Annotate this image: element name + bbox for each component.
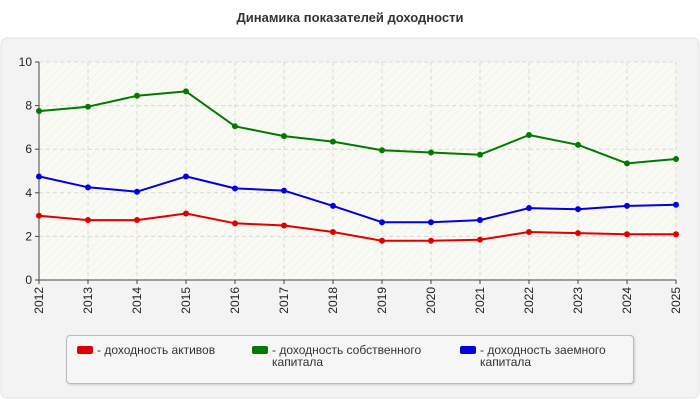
data-point	[183, 210, 189, 217]
data-point	[330, 138, 336, 145]
x-tick-label: 2014	[130, 287, 144, 314]
x-tick-label: 2017	[277, 287, 291, 314]
x-tick-label: 2021	[473, 287, 487, 314]
x-tick-label: 2019	[375, 287, 389, 314]
data-point	[477, 217, 483, 224]
series-line-2	[38, 175, 677, 224]
data-point	[85, 103, 91, 110]
y-tick-label: 0	[25, 273, 32, 287]
y-tick-label: 8	[25, 99, 32, 113]
legend-label-assets: - доходность активов	[97, 343, 216, 357]
data-point	[36, 173, 42, 180]
data-point	[624, 160, 630, 167]
legend-swatch-equity	[252, 346, 268, 354]
y-tick-label: 6	[25, 142, 32, 156]
data-point	[428, 149, 434, 156]
x-tick-label: 2024	[620, 287, 634, 314]
data-point	[183, 88, 189, 95]
y-tick-label: 4	[25, 186, 32, 200]
data-point	[673, 231, 679, 238]
data-point	[134, 188, 140, 195]
data-point	[330, 202, 336, 209]
data-point	[36, 108, 42, 115]
data-point	[379, 219, 385, 226]
data-point	[624, 202, 630, 209]
data-point	[134, 217, 140, 224]
data-point	[232, 185, 238, 192]
legend-item-borrowed: - доходность заемного капитала	[460, 344, 625, 368]
data-point	[477, 151, 483, 158]
x-tick-label: 2023	[571, 287, 585, 314]
data-point	[379, 147, 385, 154]
data-point	[428, 237, 434, 244]
data-point	[624, 231, 630, 238]
y-tick-label: 2	[25, 229, 32, 243]
series-line-0	[38, 212, 676, 242]
data-point	[36, 212, 42, 219]
data-point	[526, 132, 532, 139]
data-point	[232, 123, 238, 130]
data-point	[575, 230, 581, 237]
data-point	[526, 205, 532, 212]
data-point	[673, 201, 679, 208]
x-tick-label: 2022	[522, 287, 536, 314]
x-tick-label: 2016	[228, 287, 242, 314]
data-point	[477, 236, 483, 243]
data-point	[673, 156, 679, 163]
plot-area	[39, 62, 676, 280]
series-line-1	[38, 90, 677, 165]
chart-legend: - доходность активов - доходность собств…	[66, 335, 634, 384]
chart-title: Динамика показателей доходности	[236, 10, 464, 25]
legend-item-equity: - доходность собственного капитала	[252, 344, 452, 368]
data-point	[232, 220, 238, 227]
x-tick-label: 2018	[326, 287, 340, 314]
data-point	[575, 141, 581, 148]
x-tick-label: 2020	[424, 287, 438, 314]
data-point	[281, 133, 287, 140]
data-point	[526, 229, 532, 236]
x-tick-label: 2015	[179, 287, 193, 314]
y-tick-label: 10	[19, 55, 33, 69]
legend-label-equity: - доходность собственного капитала	[272, 343, 422, 369]
data-point	[134, 92, 140, 99]
x-tick-label: 2013	[81, 287, 95, 314]
legend-swatch-assets	[77, 346, 93, 354]
legend-swatch-borrowed	[460, 346, 476, 354]
data-point	[428, 219, 434, 226]
x-tick-label: 2025	[669, 287, 683, 314]
data-point	[281, 187, 287, 194]
data-point	[575, 206, 581, 213]
data-point	[379, 237, 385, 244]
data-point	[85, 217, 91, 224]
data-point	[330, 229, 336, 236]
x-tick-label: 2012	[32, 287, 46, 314]
legend-label-borrowed: - доходность заемного капитала	[480, 343, 606, 369]
data-point	[85, 184, 91, 191]
legend-item-assets: - доходность активов	[77, 344, 247, 356]
data-point	[281, 222, 287, 229]
data-point	[183, 173, 189, 180]
